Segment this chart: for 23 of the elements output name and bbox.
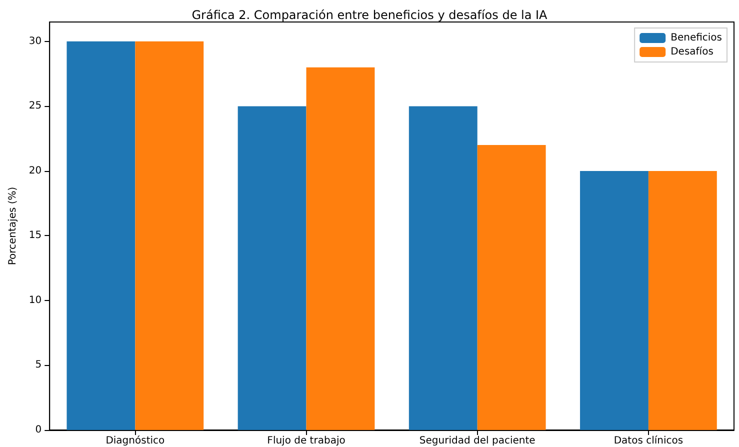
legend-label: Beneficios <box>670 32 722 44</box>
bar <box>580 170 648 430</box>
y-tick-label: 5 <box>35 360 42 371</box>
x-tick-label: Flujo de trabajo <box>267 436 346 446</box>
x-tick-label: Diagnóstico <box>106 436 165 446</box>
bar <box>408 106 478 430</box>
x-tick-label: Datos clínicos <box>614 436 684 446</box>
y-tick-label: 0 <box>35 424 42 436</box>
y-tick-label: 10 <box>28 294 42 306</box>
bar <box>648 170 717 430</box>
y-tick-label: 20 <box>28 165 42 176</box>
bar <box>477 145 546 430</box>
y-tick-label: 15 <box>28 230 42 242</box>
x-tick-label: Seguridad del paciente <box>419 436 536 446</box>
bar <box>306 67 375 430</box>
bar <box>135 41 204 430</box>
chart-title: Gráfica 2. Comparación entre beneficios y desafíos de la IA <box>192 8 548 22</box>
y-tick-label: 30 <box>28 36 42 47</box>
legend-label: Desafíos <box>670 46 714 58</box>
bar <box>238 106 306 430</box>
y-tick-label: 25 <box>28 100 42 112</box>
bar <box>66 41 136 430</box>
y-axis-title: Porcentajes (%) <box>8 186 18 266</box>
